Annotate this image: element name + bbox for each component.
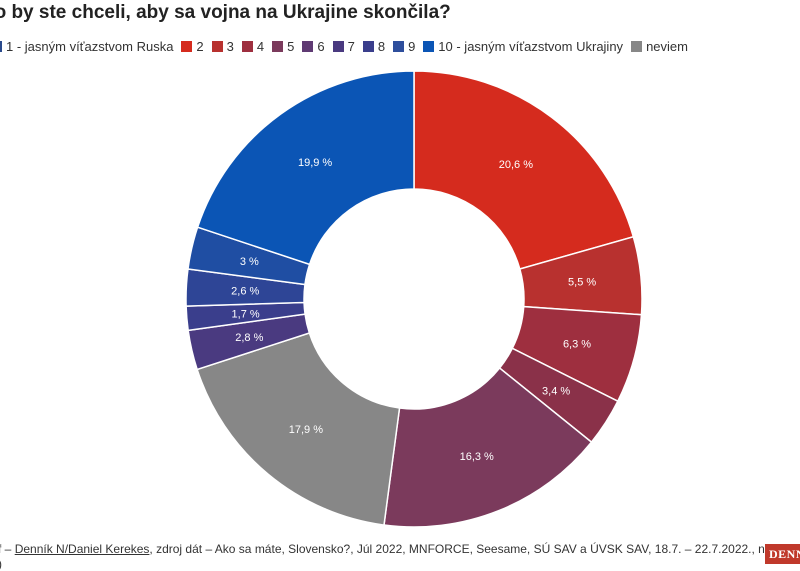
slice-label: 17,9 %	[289, 424, 323, 436]
legend-swatch	[362, 41, 374, 52]
legend-label: 5	[287, 39, 295, 54]
slice-label: 5,5 %	[568, 277, 596, 289]
slice-label: 2,6 %	[231, 286, 259, 298]
legend-swatch	[181, 41, 193, 52]
legend-item[interactable]: 3	[211, 39, 234, 54]
legend-swatch	[631, 41, 643, 52]
legend-label: neviem	[646, 39, 688, 54]
legend-label: 3	[226, 39, 234, 54]
donut-slice[interactable]	[196, 332, 401, 526]
slice-label: 16,3 %	[460, 451, 494, 463]
legend-item[interactable]: 5	[272, 39, 294, 54]
footer-source: , zdroj dát – Ako sa máte, Slovensko?, J…	[149, 542, 786, 556]
legend-item[interactable]: 6	[302, 39, 325, 54]
legend-label: 10 - jasným víťazstvom Ukrajiny	[438, 39, 624, 54]
legend-item[interactable]: 8	[362, 39, 386, 54]
donut-slice[interactable]	[196, 70, 415, 266]
legend-label: 1 - jasným víťazstvom Ruska	[6, 39, 174, 54]
legend-swatch	[423, 41, 435, 52]
author-link[interactable]: Denník N/Daniel Kerekes	[14, 542, 150, 556]
slice-label: 20,6 %	[499, 159, 533, 171]
chart-title: ko by ste chceli, aby sa vojna na Ukraji…	[0, 2, 451, 23]
legend-item[interactable]: 7	[332, 39, 355, 54]
legend-swatch	[211, 41, 223, 52]
donut-slice[interactable]	[413, 70, 635, 270]
footer-line-2: )	[0, 557, 2, 571]
legend-item[interactable]: 2	[181, 39, 204, 54]
legend-label: 2	[196, 39, 204, 54]
legend-item[interactable]: neviem	[631, 39, 688, 54]
source-footer: f – Denník N/Daniel Kerekes, zdroj dát –…	[0, 541, 785, 557]
legend-swatch	[302, 41, 314, 52]
slice-label: 1,7 %	[232, 308, 260, 320]
slice-label: 2,8 %	[235, 332, 263, 344]
legend-swatch	[0, 41, 2, 52]
footer-prefix: f –	[0, 542, 12, 556]
legend-label: 6	[317, 39, 325, 54]
legend-label: 4	[256, 39, 265, 54]
slice-label: 3,4 %	[542, 385, 570, 397]
legend-swatch	[393, 41, 405, 52]
legend-swatch	[241, 41, 253, 52]
legend-label: 8	[377, 39, 386, 54]
slice-label: 3 %	[240, 256, 259, 268]
legend-label: 7	[347, 39, 355, 54]
legend-swatch	[332, 41, 344, 52]
donut-slice[interactable]	[383, 366, 593, 528]
legend-item[interactable]: 1 - jasným víťazstvom Ruska	[0, 39, 173, 54]
legend-item[interactable]: 10 - jasným víťazstvom Ukrajiny	[423, 39, 623, 54]
legend-item[interactable]: 4	[241, 39, 265, 54]
legend-item[interactable]: 9	[393, 39, 415, 54]
slice-label: 19,9 %	[298, 157, 332, 169]
slice-label: 6,3 %	[563, 339, 591, 351]
legend-label: 9	[408, 39, 416, 54]
legend-swatch	[272, 41, 284, 52]
chart-legend: 1 - jasným víťazstvom Ruska 2 3 4 5 6 7 8 9 10 - …	[0, 39, 696, 54]
denniku-logo: DENNÍK	[765, 544, 800, 564]
